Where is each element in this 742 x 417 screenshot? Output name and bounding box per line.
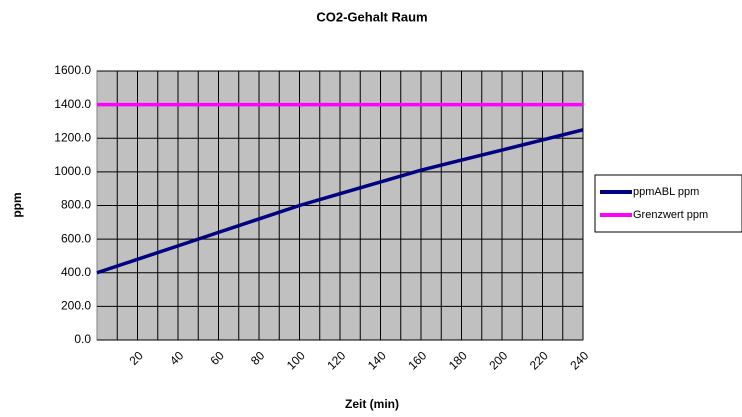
legend-label: ppmABL ppm: [633, 186, 699, 198]
y-tick-label: 800.0: [61, 198, 91, 212]
x-tick-label: 140: [365, 348, 389, 372]
x-tick-label: 220: [527, 348, 551, 372]
y-tick-label: 600.0: [61, 231, 91, 245]
y-tick-label: 1400.0: [54, 97, 91, 111]
x-tick-label: 120: [324, 348, 348, 372]
x-tick-label: 40: [167, 348, 187, 368]
x-tick-label: 80: [248, 348, 268, 368]
x-axis-label: Zeit (min): [345, 397, 399, 411]
series-line: [96, 128, 584, 275]
legend-label: Grenzwert ppm: [633, 209, 708, 221]
y-axis-label: ppm: [10, 192, 24, 217]
x-tick-label: 60: [208, 348, 228, 368]
legend: [594, 174, 742, 233]
chart-title: CO2-Gehalt Raum: [316, 9, 427, 24]
x-tick-label: 180: [446, 348, 470, 372]
x-tick-label: 160: [405, 348, 429, 372]
y-tick-label: 400.0: [61, 265, 91, 279]
y-tick-label: 1600.0: [54, 63, 91, 77]
y-tick-label: 0.0: [74, 332, 91, 346]
x-tick-label: 20: [127, 348, 147, 368]
y-tick-label: 1000.0: [54, 164, 91, 178]
x-tick-label: 100: [284, 348, 308, 372]
y-tick-label: 200.0: [61, 299, 91, 313]
x-tick-label: 200: [486, 348, 510, 372]
x-tick-label: 240: [567, 348, 591, 372]
y-tick-label: 1200.0: [54, 130, 91, 144]
